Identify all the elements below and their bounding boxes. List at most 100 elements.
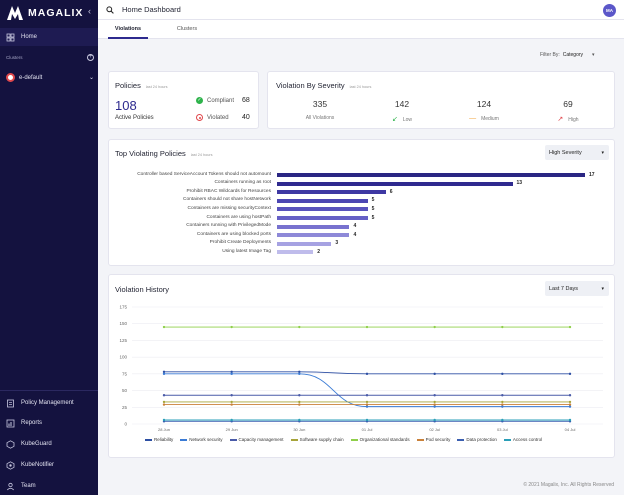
data-point[interactable] — [433, 400, 436, 404]
bar-value-label: 2 — [317, 248, 321, 255]
sidebar-item-policy-management[interactable]: Policy Management — [0, 394, 98, 412]
data-point[interactable] — [568, 403, 572, 406]
data-point[interactable] — [365, 405, 369, 408]
data-point[interactable] — [433, 394, 436, 397]
violation-history-title: Violation History — [115, 285, 170, 294]
top-bar: Home Dashboard MA — [98, 0, 624, 20]
data-point[interactable] — [501, 325, 504, 329]
y-tick-label: 0 — [124, 422, 127, 427]
data-point[interactable] — [230, 325, 233, 329]
bar[interactable] — [277, 250, 314, 255]
severity-title: Violation By Severity last 24 hours — [276, 81, 372, 90]
y-tick-label: 25 — [122, 405, 128, 410]
add-cluster-icon[interactable]: + — [87, 54, 94, 61]
legend-item[interactable]: Organizational standards — [350, 437, 410, 442]
data-point[interactable] — [230, 372, 233, 376]
cluster-selector[interactable]: e-default ⌄ — [6, 73, 94, 82]
data-point[interactable] — [298, 372, 301, 376]
data-point[interactable] — [162, 372, 166, 376]
data-point[interactable] — [501, 394, 504, 397]
check-icon: ✓ — [196, 97, 203, 104]
data-point[interactable] — [433, 405, 436, 408]
footer-text: © 2021 Magalix, Inc. All Rights Reserved — [523, 482, 614, 488]
bar[interactable] — [277, 224, 350, 229]
sidebar-item-team[interactable]: Team — [0, 477, 98, 495]
data-point[interactable] — [162, 370, 166, 374]
sidebar-item-kubenotifier[interactable]: KubeNotifier — [0, 456, 98, 474]
data-point[interactable] — [298, 403, 301, 406]
data-point[interactable] — [365, 325, 369, 329]
data-point[interactable] — [568, 325, 572, 329]
data-point[interactable] — [365, 394, 369, 397]
data-point[interactable] — [433, 418, 436, 422]
data-point[interactable] — [568, 405, 572, 408]
legend-item[interactable]: Capacity management — [229, 437, 284, 442]
bar[interactable] — [277, 190, 386, 195]
legend-item[interactable]: Network security — [180, 437, 223, 442]
severity-select[interactable]: High Severity ▾ — [545, 145, 609, 160]
data-point[interactable] — [162, 394, 166, 397]
data-point[interactable] — [501, 418, 504, 422]
legend-item[interactable]: Software supply chain — [290, 437, 344, 442]
data-point[interactable] — [298, 325, 301, 329]
sidebar-item-home[interactable]: Home — [0, 28, 98, 46]
data-point[interactable] — [230, 394, 233, 397]
collapse-sidebar-icon[interactable]: ‹ — [88, 6, 91, 16]
data-point[interactable] — [501, 372, 504, 376]
bar[interactable] — [277, 181, 513, 186]
data-point[interactable] — [230, 370, 233, 374]
bar[interactable] — [277, 233, 350, 238]
sidebar-item-reports[interactable]: Reports — [0, 414, 98, 432]
bar[interactable] — [277, 216, 368, 220]
brand-logo[interactable]: MAGALIX — [6, 5, 83, 21]
violation-icon — [196, 114, 203, 121]
data-point[interactable] — [162, 400, 166, 404]
bar[interactable] — [277, 173, 585, 177]
data-point[interactable] — [365, 403, 369, 406]
bar[interactable] — [277, 207, 368, 212]
data-point[interactable] — [162, 418, 166, 422]
bar[interactable] — [277, 198, 368, 203]
data-point[interactable] — [568, 400, 572, 404]
data-point[interactable] — [162, 325, 166, 329]
cluster-name: e-default — [19, 74, 43, 81]
data-point[interactable] — [162, 403, 166, 406]
kubeguard-icon — [6, 439, 15, 449]
data-point[interactable] — [433, 325, 436, 329]
y-tick-label: 175 — [119, 305, 127, 310]
data-point[interactable] — [568, 418, 572, 422]
data-point[interactable] — [230, 418, 233, 422]
legend-item[interactable]: Access control — [503, 437, 542, 442]
data-point[interactable] — [298, 400, 301, 404]
kubernetes-icon — [6, 73, 15, 82]
policy-icon — [7, 399, 14, 407]
filter-by[interactable]: Filter By: Category ▾ — [540, 52, 595, 58]
legend-item[interactable]: Reliability — [145, 437, 173, 442]
avatar[interactable]: MA — [603, 4, 616, 17]
data-point[interactable] — [501, 403, 504, 406]
legend-item[interactable]: Data protection — [457, 437, 497, 442]
data-point[interactable] — [501, 405, 504, 408]
data-point[interactable] — [501, 400, 504, 404]
data-point[interactable] — [230, 403, 233, 406]
search-icon[interactable] — [106, 5, 114, 14]
arrow-down-left-icon: ↙ — [391, 116, 398, 123]
data-point[interactable] — [365, 400, 369, 404]
data-point[interactable] — [365, 372, 369, 376]
sidebar-item-kubeguard[interactable]: KubeGuard — [0, 435, 98, 453]
data-point[interactable] — [568, 394, 572, 397]
top-violating-title: Top Violating Policies last 24 hours — [115, 149, 213, 158]
tab-clusters[interactable]: Clusters — [176, 26, 198, 32]
data-point[interactable] — [298, 418, 301, 422]
data-point[interactable] — [230, 400, 233, 404]
data-point[interactable] — [298, 370, 301, 374]
data-point[interactable] — [433, 372, 436, 376]
data-point[interactable] — [365, 418, 369, 422]
time-range-select[interactable]: Last 7 Days ▾ — [545, 281, 609, 296]
legend-item[interactable]: Pod security — [416, 437, 450, 442]
bar[interactable] — [277, 241, 332, 246]
data-point[interactable] — [433, 403, 436, 406]
tab-violations[interactable]: Violations — [108, 20, 148, 39]
data-point[interactable] — [298, 394, 301, 397]
data-point[interactable] — [568, 372, 572, 376]
